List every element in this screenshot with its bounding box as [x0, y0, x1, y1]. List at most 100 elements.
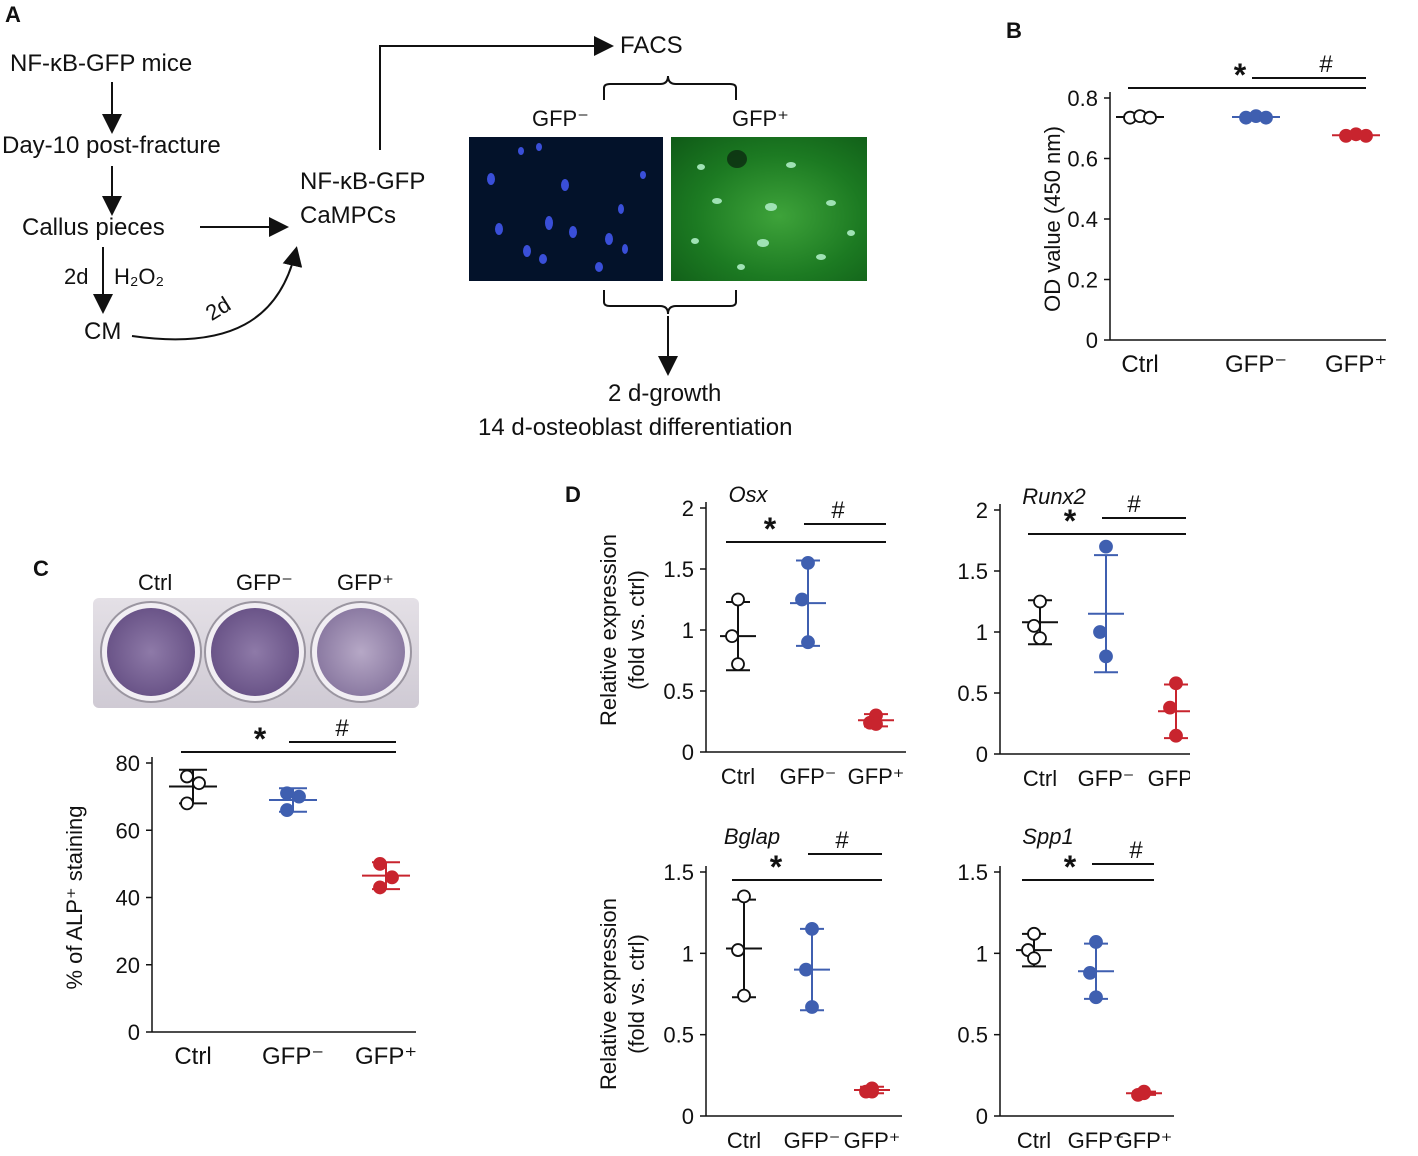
y-tick-label: 1.5 [957, 860, 988, 885]
x-tick-label-2: GFP⁺ [844, 1128, 901, 1153]
chart-d-osx: 0 0.5 1 1.5 2 Ctrl GFP⁻ GFP⁺ Relative expression… [596, 482, 906, 789]
y-tick-label: 1 [682, 618, 694, 643]
data-point-0-0 [180, 769, 194, 784]
plate-label-gfp-neg: GFP⁻ [236, 570, 293, 595]
data-point-2-2 [385, 870, 399, 885]
arrow-cm-to-cells [131, 246, 303, 341]
chart-b-od-value: 0 0.2 0.4 0.6 0.8 Ctrl GFP⁻ GFP⁺ OD value (450 n… [1040, 51, 1387, 378]
panel-letter-d: D [565, 482, 581, 507]
y-tick-label: 0.6 [1067, 147, 1098, 172]
data-point-2-2 [1359, 128, 1373, 143]
x-tick-label-1: GFP⁻ [1225, 351, 1287, 378]
treat-days: 2d [64, 264, 89, 289]
x-tick-label-2: GFP⁺ [355, 1043, 417, 1070]
data-point-0-2 [1143, 110, 1157, 125]
data-point-0-0 [737, 889, 751, 904]
data-point-1-1 [1083, 965, 1097, 980]
step-callus: Callus pieces [22, 214, 165, 241]
data-point-1-1 [1093, 625, 1107, 639]
data-point-0-2 [1033, 631, 1047, 646]
y-tick-label: 60 [116, 818, 140, 843]
x-tick-label-1: GFP⁻ [784, 1128, 841, 1153]
micrograph-gfp-negative [469, 137, 663, 281]
plate-label-gfp-pos: GFP⁺ [337, 570, 394, 595]
alp-wells [100, 601, 412, 703]
alp-plate-photo [93, 598, 419, 708]
y-tick-label: 0.5 [957, 1023, 988, 1048]
growth-label: 2 d-growth [608, 380, 722, 407]
cells-line1: NF-κB-GFP [300, 168, 426, 195]
panel-letter-c: C [33, 556, 49, 581]
data-point-1-1 [795, 592, 809, 607]
y-axis-label: % of ALP⁺ staining [62, 805, 87, 989]
y-tick-label: 2 [976, 498, 988, 523]
data-point-2-1 [373, 880, 387, 895]
facs-label: FACS [620, 32, 683, 59]
y-tick-label: 0.5 [663, 1023, 694, 1048]
x-tick-label-1: GFP⁻ [1078, 766, 1135, 791]
x-tick-label-0: Ctrl [174, 1043, 211, 1070]
gfp-neg-label: GFP⁻ [532, 106, 589, 131]
cells-line2: CaMPCs [300, 202, 397, 229]
merge-brace [603, 290, 737, 315]
x-tick-label-0: Ctrl [1017, 1128, 1051, 1153]
y-tick-label: 0 [976, 742, 988, 767]
y-tick-label: 1 [976, 620, 988, 645]
data-point-2-2 [869, 717, 883, 731]
micrograph-gfp-positive [671, 137, 867, 281]
y-tick-label: 0 [682, 1104, 694, 1129]
gfp-pos-label: GFP⁺ [732, 106, 789, 131]
data-point-1-0 [805, 922, 819, 936]
data-point-1-0 [801, 556, 815, 570]
y-tick-label: 0 [128, 1020, 140, 1045]
data-point-0-2 [1027, 951, 1041, 966]
chart-d-bglap: 0 0.5 1 1.5 Ctrl GFP⁻ GFP⁺ Relative expression(… [596, 824, 902, 1153]
panel-letter-a: A [5, 2, 21, 27]
chart-title: Bglap [724, 824, 780, 849]
y-tick-label: 1 [976, 941, 988, 966]
chart-d-spp1: 0 0.5 1 1.5 Ctrl GFP⁻GFP⁺ Spp1* # [957, 824, 1174, 1153]
y-tick-label: 2 [682, 496, 694, 521]
data-point-1-2 [1099, 649, 1113, 664]
panel-letter-b: B [1006, 18, 1022, 43]
data-point-1-1 [799, 962, 813, 977]
data-point-0-2 [192, 776, 206, 791]
y-axis-label: (fold vs. ctrl) [624, 934, 649, 1054]
sig-star: * [770, 849, 783, 885]
sig-hash: # [1127, 491, 1141, 518]
x-tick-label-0: Ctrl [727, 1128, 761, 1153]
data-point-0-2 [731, 657, 745, 672]
data-point-1-0 [1099, 539, 1113, 554]
data-point-1-2 [801, 635, 815, 650]
data-point-2-0 [373, 856, 387, 871]
sig-star: * [1234, 57, 1247, 93]
data-point-0-0 [1033, 594, 1047, 609]
sig-star: * [1064, 503, 1077, 539]
step-mice: NF-κB-GFP mice [10, 50, 193, 77]
y-tick-label: 0.4 [1067, 207, 1098, 232]
data-point-1-2 [1259, 110, 1273, 125]
treat-agent: H₂O₂ [114, 264, 165, 289]
data-point-0-0 [1027, 926, 1041, 941]
data-point-0-1 [725, 629, 739, 644]
data-point-0-1 [180, 796, 194, 811]
x-tick-label-2: GFP⁺ [1116, 1128, 1173, 1153]
sig-star: * [764, 511, 777, 547]
chart-c-alp-staining: 0 20 40 60 80 Ctrl GFP⁻ GFP⁺ % of ALP⁺ staining *… [62, 715, 417, 1070]
x-tick-label-0: Ctrl [721, 764, 755, 789]
sig-hash: # [831, 497, 845, 524]
data-point-1-2 [1089, 990, 1103, 1005]
data-point-1-0 [1089, 935, 1103, 949]
sig-star: * [1064, 849, 1077, 885]
x-tick-label-0: Ctrl [1023, 766, 1057, 791]
differentiation-label: 14 d-osteoblast differentiation [478, 414, 793, 441]
step-cm: CM [84, 318, 122, 345]
data-point-0-1 [731, 943, 745, 957]
data-point-1-0 [280, 786, 294, 801]
y-axis-label: OD value (450 nm) [1040, 126, 1065, 312]
cells-green [691, 150, 855, 270]
chart-d-runx2: 0 0.5 1 1.5 2 Ctrl GFP⁻ GFP⁺ Runx2* # [957, 484, 1190, 791]
sig-hash: # [1129, 837, 1143, 864]
y-tick-label: 0 [1086, 328, 1098, 353]
data-point-0-1 [1027, 618, 1041, 633]
